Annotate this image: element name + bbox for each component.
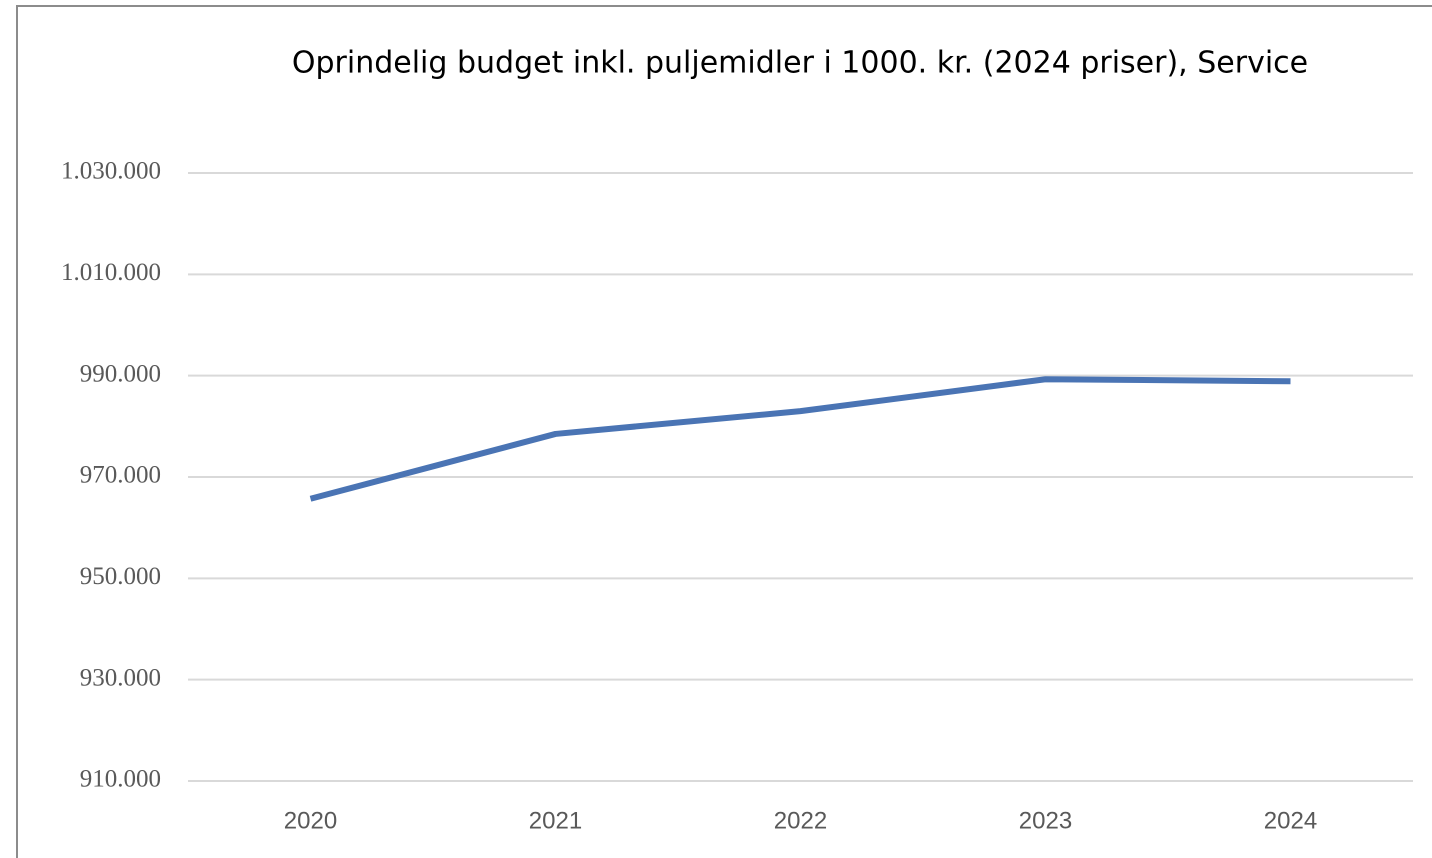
chart-frame	[16, 5, 1432, 858]
x-tick-label: 2023	[1019, 807, 1072, 834]
y-tick-label: 970.000	[80, 462, 161, 489]
x-tick-label: 2021	[529, 807, 582, 834]
y-tick-label: 1.010.000	[61, 259, 161, 286]
y-tick-label: 910.000	[80, 766, 161, 793]
line-series	[309, 376, 1291, 502]
x-tick-label: 2022	[774, 807, 827, 834]
x-tick-label: 2020	[284, 807, 337, 834]
y-tick-label: 930.000	[80, 664, 161, 691]
y-tick-label: 990.000	[80, 360, 161, 387]
y-tick-label: 1.030.000	[61, 158, 161, 185]
chart-title: Oprindelig budget inkl. puljemidler i 10…	[292, 46, 1308, 81]
y-tick-label: 950.000	[80, 563, 161, 590]
x-tick-label: 2024	[1264, 807, 1317, 834]
